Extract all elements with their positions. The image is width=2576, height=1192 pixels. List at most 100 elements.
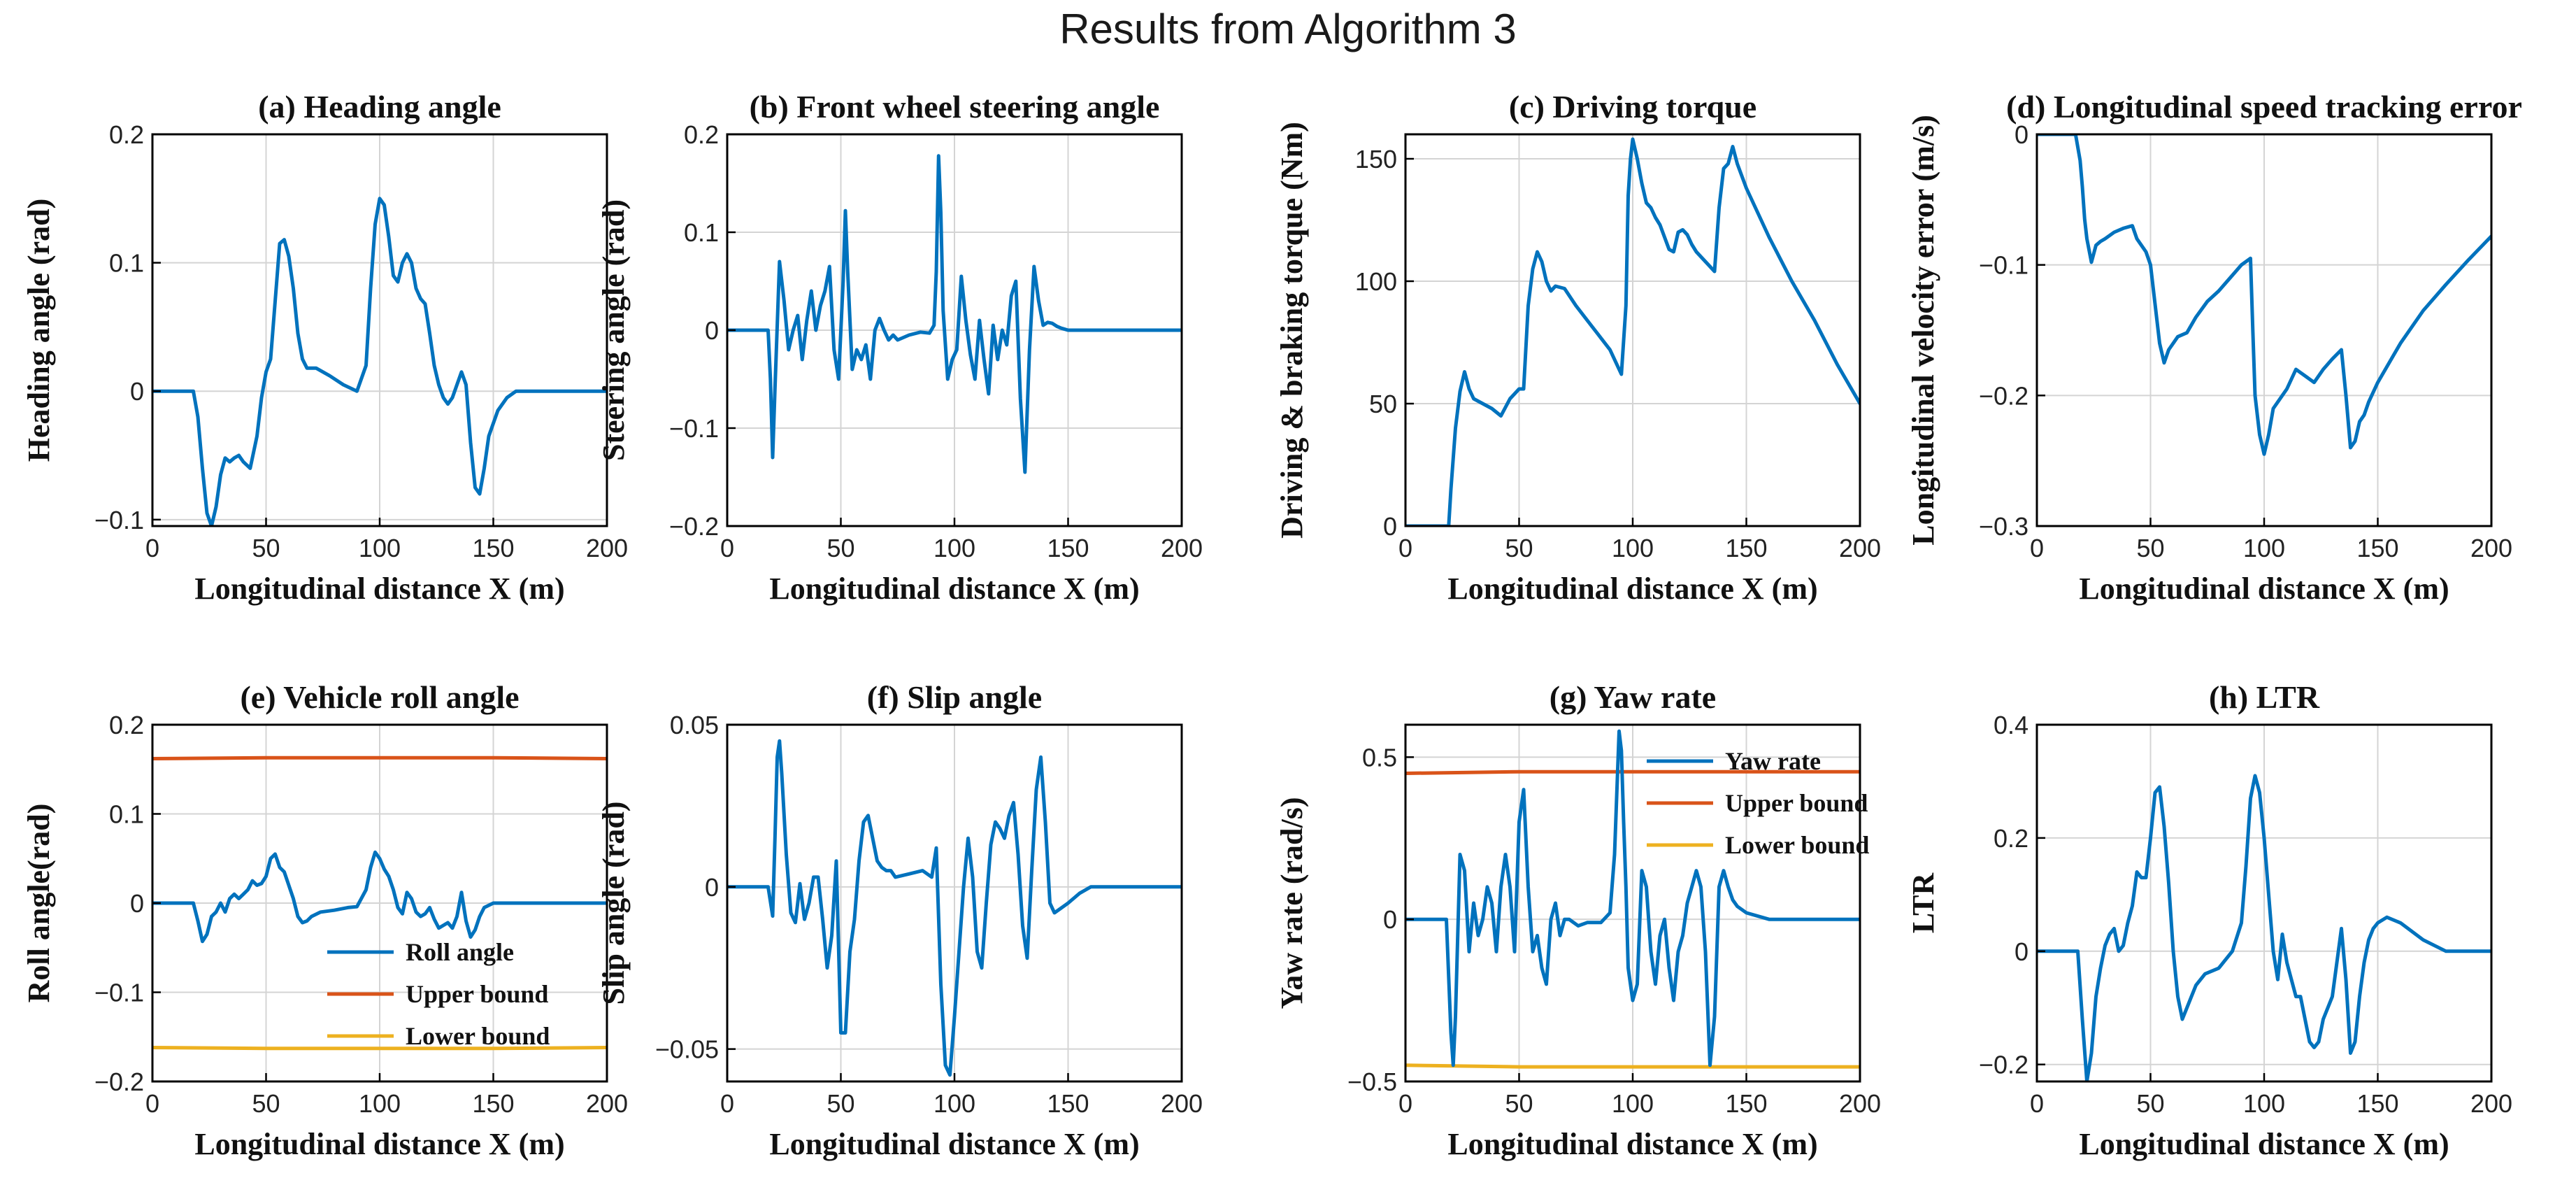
y-tick-label: 0.2 <box>684 120 719 149</box>
x-tick-label: 200 <box>586 534 628 562</box>
legend-label: Yaw rate <box>1725 747 1821 775</box>
x-tick-label: 200 <box>1161 534 1203 562</box>
panel-title: (c) Driving torque <box>1509 89 1756 125</box>
figure-title: Results from Algorithm 3 <box>1059 6 1517 52</box>
panel-title: (g) Yaw rate <box>1550 679 1716 715</box>
panel-title: (e) Vehicle roll angle <box>240 679 519 715</box>
x-tick-label: 0 <box>1398 534 1412 562</box>
x-axis-label: Longitudinal distance X (m) <box>1447 1127 1817 1161</box>
x-tick-label: 50 <box>827 1089 854 1118</box>
x-axis-label: Longitudinal distance X (m) <box>769 572 1139 606</box>
legend: Yaw rate Upper bound Lower bound <box>1647 747 1869 859</box>
x-tick-label: 150 <box>2356 1089 2398 1118</box>
series-line-roll-angle <box>152 850 607 944</box>
y-tick-label: 0 <box>2015 120 2028 149</box>
panel-title: (a) Heading angle <box>258 89 501 125</box>
legend-label: Lower bound <box>406 1022 550 1050</box>
panel-title: (b) Front wheel steering angle <box>750 89 1160 125</box>
y-axis-label: Slip angle (rad) <box>596 802 631 1005</box>
x-tick-label: 150 <box>1047 534 1089 562</box>
x-tick-label: 0 <box>145 534 159 562</box>
y-tick-label: 0.1 <box>109 800 144 829</box>
y-tick-label: 0 <box>130 889 144 918</box>
y-tick-label: 0 <box>130 377 144 406</box>
x-tick-label: 0 <box>720 1089 734 1118</box>
y-tick-label: −0.5 <box>1347 1067 1397 1096</box>
x-tick-label: 50 <box>252 1089 280 1118</box>
x-tick-label: 100 <box>359 534 401 562</box>
x-tick-label: 0 <box>145 1089 159 1118</box>
y-axis-label: Steering angle (rad) <box>596 199 631 461</box>
x-axis-label: Longitudinal distance X (m) <box>194 572 564 606</box>
y-axis-label: Roll angle(rad) <box>22 804 56 1003</box>
y-tick-label: 0.1 <box>109 249 144 278</box>
panel-title: (h) LTR <box>2209 679 2320 715</box>
y-tick-label: 0 <box>705 873 719 902</box>
series-line-upper-bound <box>1405 769 1860 775</box>
x-tick-label: 50 <box>2136 1089 2164 1118</box>
series-line-ltr <box>2037 774 2491 1081</box>
x-tick-label: 150 <box>472 1089 514 1118</box>
x-tick-label: 50 <box>1505 534 1533 562</box>
y-tick-label: 0 <box>1383 905 1397 934</box>
series-line-slip-angle <box>727 739 1182 1077</box>
legend-label: Upper bound <box>1725 789 1868 817</box>
y-axis-label: Driving & braking torque (Nm) <box>1275 122 1309 539</box>
x-tick-label: 200 <box>1161 1089 1203 1118</box>
y-tick-label: 0 <box>2015 937 2028 966</box>
x-tick-label: 200 <box>1839 1089 1881 1118</box>
legend: Roll angle Upper bound Lower bound <box>327 938 550 1050</box>
panel-d: 0 50 100 150 200−0.3−0.2−0.10(d) Longitudina… <box>1906 89 2522 606</box>
y-tick-label: −0.2 <box>1979 1051 2028 1079</box>
panel-g: 0 50 100 150 200−0.500.5(g) Yaw rateLongitud… <box>1275 679 1881 1161</box>
y-tick-label: 150 <box>1355 145 1397 173</box>
x-tick-label: 150 <box>472 534 514 562</box>
x-tick-label: 200 <box>2470 1089 2512 1118</box>
panel-h: 0 50 100 150 200−0.200.20.4(h) LTRLongitudin… <box>1906 679 2512 1161</box>
series-line-steering-angle <box>727 154 1182 474</box>
x-tick-label: 150 <box>1047 1089 1089 1118</box>
series-line-lower-bound <box>152 1046 607 1051</box>
x-axis-label: Longitudinal distance X (m) <box>2079 1127 2449 1161</box>
y-tick-label: 100 <box>1355 267 1397 296</box>
panel-title: (d) Longitudinal speed tracking error <box>2006 89 2522 125</box>
y-axis-label: Yaw rate (rad/s) <box>1275 797 1309 1009</box>
x-tick-label: 150 <box>2356 534 2398 562</box>
y-tick-label: 0.4 <box>1994 711 2028 739</box>
x-tick-label: 200 <box>2470 534 2512 562</box>
y-tick-label: −0.3 <box>1979 512 2028 541</box>
y-tick-label: −0.1 <box>669 414 719 443</box>
legend-label: Upper bound <box>406 980 548 1008</box>
x-tick-label: 50 <box>1505 1089 1533 1118</box>
series-line-yaw-rate <box>1405 729 1860 1067</box>
x-tick-label: 150 <box>1725 534 1767 562</box>
panel-a: 0 50 100 150 200−0.100.10.2(a) Heading angle… <box>22 89 628 606</box>
x-tick-label: 0 <box>2030 1089 2044 1118</box>
y-tick-label: −0.2 <box>1979 381 2028 410</box>
y-axis-label: Longitudinal velocity error (m/s) <box>1906 115 1940 546</box>
series-line-heading-angle <box>152 197 607 526</box>
y-tick-label: −0.1 <box>94 979 144 1007</box>
legend-label: Lower bound <box>1725 831 1869 859</box>
x-tick-label: 100 <box>1612 1089 1654 1118</box>
x-tick-label: 100 <box>933 1089 975 1118</box>
y-tick-label: 0.2 <box>109 711 144 739</box>
x-tick-label: 100 <box>933 534 975 562</box>
x-tick-label: 0 <box>1398 1089 1412 1118</box>
legend-label: Roll angle <box>406 938 514 966</box>
x-tick-label: 150 <box>1725 1089 1767 1118</box>
x-axis-label: Longitudinal distance X (m) <box>1447 572 1817 606</box>
x-axis-label: Longitudinal distance X (m) <box>769 1127 1139 1161</box>
x-tick-label: 100 <box>359 1089 401 1118</box>
y-tick-label: −0.1 <box>1979 251 2028 280</box>
x-tick-label: 200 <box>1839 534 1881 562</box>
y-tick-label: 0.5 <box>1362 743 1397 772</box>
x-tick-label: 200 <box>586 1089 628 1118</box>
panel-b: 0 50 100 150 200 −0.2 −0.1 0 0.1 0.2 (b) Front whe… <box>596 89 1203 606</box>
x-axis-label: Longitudinal distance X (m) <box>2079 572 2449 606</box>
y-tick-label: 0 <box>1383 512 1397 541</box>
y-tick-label: 0 <box>705 316 719 345</box>
x-tick-label: 50 <box>252 534 280 562</box>
